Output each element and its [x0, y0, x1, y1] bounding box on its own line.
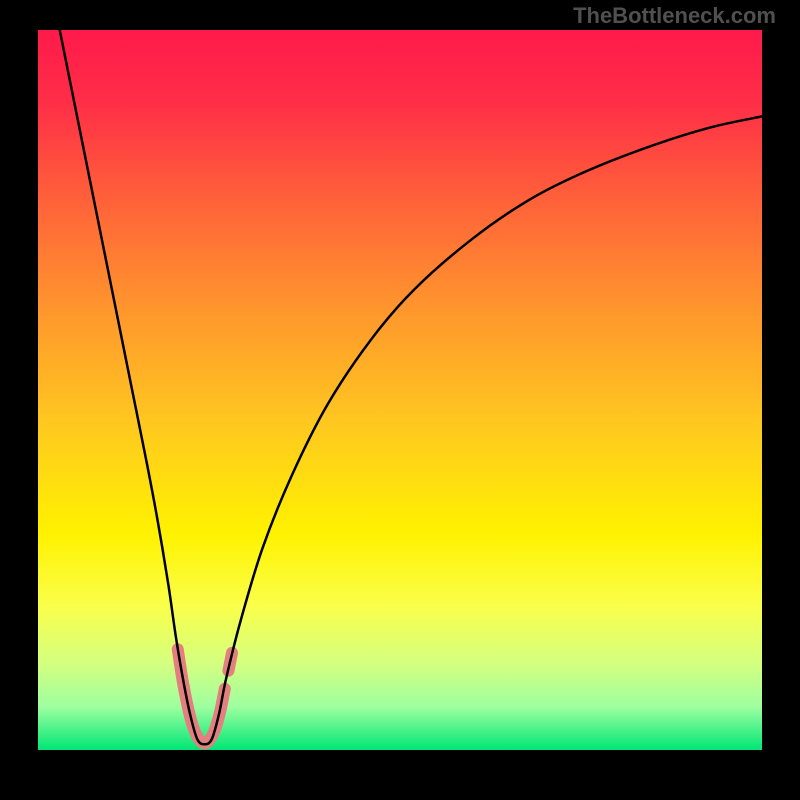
marker-segment [178, 649, 225, 743]
plot-area [38, 30, 762, 750]
bottleneck-curve [60, 30, 762, 744]
curve-layer [38, 30, 762, 750]
watermark-text: TheBottleneck.com [573, 3, 776, 29]
chart-frame: TheBottleneck.com [0, 0, 800, 800]
